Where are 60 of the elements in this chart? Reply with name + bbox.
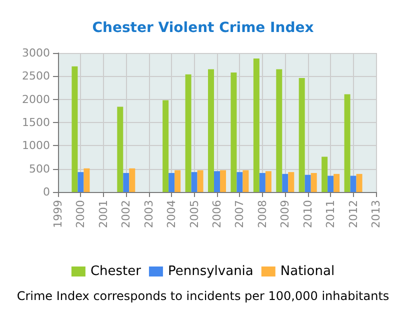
x-tick-label: 2003 (142, 200, 156, 228)
bar (174, 170, 181, 192)
bar (304, 174, 311, 192)
bar (253, 58, 260, 192)
x-tick-label: 2005 (188, 200, 201, 228)
bar (265, 171, 272, 192)
bar (356, 174, 362, 192)
x-tick-label: 1999 (52, 200, 64, 228)
x-tick-label: 2007 (233, 200, 246, 228)
bar (78, 172, 84, 192)
bar (162, 100, 169, 192)
bar (208, 69, 214, 192)
x-tick-label: 2002 (120, 200, 133, 228)
bar (191, 172, 198, 192)
bar (334, 174, 340, 192)
bar (282, 174, 288, 192)
y-tick-label: 2000 (22, 92, 50, 106)
bar (344, 94, 350, 192)
y-tick-label: 2500 (22, 70, 50, 83)
bar (242, 170, 249, 192)
bar (276, 69, 282, 192)
bar (220, 170, 226, 192)
bar (328, 176, 334, 192)
x-tick-label: 2009 (278, 200, 292, 228)
x-tick-label: 2001 (96, 200, 110, 228)
legend-label: Chester (90, 264, 142, 279)
x-tick-label: 2004 (165, 200, 178, 228)
x-tick-label: 2012 (346, 200, 360, 228)
x-tick-label: 2000 (74, 200, 88, 228)
bar (310, 173, 317, 192)
bar (322, 156, 328, 192)
bar (288, 172, 294, 192)
bar (298, 78, 305, 192)
x-tick-label: 2011 (324, 200, 338, 228)
y-tick-label: 1500 (22, 116, 50, 129)
legend-label: Pennsylvania (168, 264, 254, 279)
y-tick-label: 1000 (22, 139, 50, 152)
bar (168, 173, 175, 192)
bar (259, 173, 266, 192)
legend-label: National (280, 264, 335, 279)
bar (84, 168, 90, 192)
x-tick-label: 2013 (370, 200, 382, 228)
bar (72, 66, 78, 192)
bar (350, 176, 356, 192)
text: Crime Index corresponds to incidents per 100,000 inhabitants (16, 289, 390, 303)
y-tick-label: 500 (29, 162, 50, 176)
bar (197, 170, 204, 192)
bar (129, 168, 136, 192)
y-tick-label: 0 (43, 186, 50, 198)
bar (123, 173, 130, 192)
x-tick-label: 2010 (301, 200, 314, 228)
bar (117, 106, 124, 192)
x-tick-label: 2008 (256, 200, 269, 228)
bar (230, 72, 237, 192)
bar (236, 172, 243, 192)
bar (214, 171, 220, 192)
chart-title: Chester Violent Crime Index (92, 20, 314, 36)
x-tick-label: 2006 (210, 200, 224, 228)
bar (185, 74, 192, 192)
y-tick-label: 3000 (22, 46, 50, 60)
